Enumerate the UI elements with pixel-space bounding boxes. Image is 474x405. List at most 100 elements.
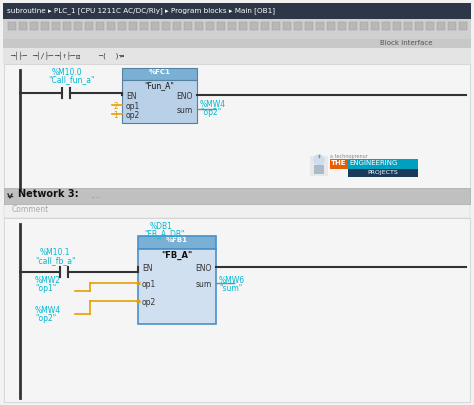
Text: a technoprenur: a technoprenur: [330, 154, 368, 159]
Text: "FB_A": "FB_A": [161, 251, 192, 260]
Text: ....: ....: [90, 191, 100, 200]
Bar: [404, 22, 412, 30]
Bar: [138, 249, 216, 324]
Bar: [63, 22, 71, 30]
Bar: [96, 22, 104, 30]
Bar: [4, 188, 470, 204]
Text: "op2": "op2": [35, 314, 56, 323]
Text: op1: op1: [142, 280, 156, 289]
Text: %M10.0: %M10.0: [52, 68, 82, 77]
Text: %M10.1: %M10.1: [40, 248, 71, 257]
Bar: [162, 22, 170, 30]
Bar: [41, 22, 49, 30]
Text: 1: 1: [113, 111, 118, 120]
Bar: [85, 22, 93, 30]
Bar: [437, 22, 445, 30]
Text: PROJECTS: PROJECTS: [368, 170, 398, 175]
Text: Network 3:: Network 3:: [18, 189, 79, 199]
Bar: [316, 22, 324, 30]
Bar: [305, 22, 313, 30]
Bar: [272, 22, 280, 30]
Text: %MW4: %MW4: [200, 100, 226, 109]
Bar: [348, 169, 418, 177]
Text: THE: THE: [331, 160, 346, 166]
Bar: [173, 22, 181, 30]
Bar: [393, 22, 401, 30]
Text: subroutine ▸ PLC_1 [CPU 1211C AC/DC/Rly] ▸ Program blocks ▸ Main [OB1]: subroutine ▸ PLC_1 [CPU 1211C AC/DC/Rly]…: [7, 8, 275, 14]
Bar: [459, 22, 467, 30]
Bar: [327, 22, 335, 30]
Text: "FB_A_DB": "FB_A_DB": [144, 229, 184, 238]
Text: ─┤├─: ─┤├─: [10, 52, 27, 60]
Text: "op2": "op2": [200, 108, 221, 117]
Bar: [4, 64, 470, 194]
Bar: [129, 22, 137, 30]
Text: %FC1: %FC1: [148, 69, 171, 75]
Bar: [184, 22, 192, 30]
Text: ENGINEERING: ENGINEERING: [349, 160, 397, 166]
Bar: [371, 22, 379, 30]
Bar: [415, 22, 423, 30]
Text: ─(  )─: ─( )─: [98, 53, 124, 59]
Bar: [206, 22, 214, 30]
Text: EN: EN: [126, 92, 137, 101]
Bar: [348, 159, 418, 169]
Bar: [19, 22, 27, 30]
Text: %MW6: %MW6: [219, 276, 245, 285]
Text: "op1": "op1": [35, 284, 56, 293]
Text: 2: 2: [113, 102, 118, 111]
Text: EN: EN: [142, 264, 153, 273]
Bar: [448, 22, 456, 30]
Bar: [107, 22, 115, 30]
Text: "Fun_A": "Fun_A": [145, 81, 174, 90]
Text: sum: sum: [177, 106, 193, 115]
Text: Block interface: Block interface: [380, 40, 432, 46]
Text: ENO: ENO: [196, 264, 212, 273]
Bar: [217, 22, 225, 30]
Bar: [338, 22, 346, 30]
Bar: [74, 22, 82, 30]
Text: ─┤/├─: ─┤/├─: [32, 52, 53, 60]
Text: ─┤↑├─: ─┤↑├─: [54, 52, 75, 60]
Bar: [360, 22, 368, 30]
Text: ENO: ENO: [177, 92, 193, 101]
Bar: [228, 22, 236, 30]
Text: "call_fb_a": "call_fb_a": [35, 256, 75, 265]
Bar: [3, 3, 471, 19]
Bar: [314, 165, 324, 174]
Bar: [3, 39, 471, 48]
Text: op2: op2: [126, 111, 140, 120]
Bar: [349, 22, 357, 30]
Text: "sum": "sum": [219, 284, 242, 293]
Text: ⊡: ⊡: [76, 53, 80, 59]
Text: "Call_fun_a": "Call_fun_a": [48, 75, 94, 84]
Text: %MW2: %MW2: [35, 276, 61, 285]
Text: sum: sum: [196, 280, 212, 289]
Bar: [261, 22, 269, 30]
Bar: [330, 159, 348, 169]
Bar: [250, 22, 258, 30]
Bar: [382, 22, 390, 30]
Circle shape: [314, 155, 324, 165]
Bar: [140, 22, 148, 30]
Bar: [294, 22, 302, 30]
Bar: [151, 22, 159, 30]
Bar: [30, 22, 38, 30]
Bar: [122, 80, 197, 123]
Text: %MW4: %MW4: [35, 306, 61, 315]
Bar: [239, 22, 247, 30]
Bar: [310, 156, 328, 176]
Text: op2: op2: [142, 298, 156, 307]
Text: %DB1: %DB1: [150, 222, 173, 231]
Bar: [52, 22, 60, 30]
Bar: [4, 218, 470, 402]
Bar: [8, 22, 16, 30]
Text: ↵: ↵: [120, 53, 124, 59]
Bar: [122, 68, 197, 80]
Bar: [195, 22, 203, 30]
Text: Comment: Comment: [12, 205, 49, 214]
Bar: [138, 236, 216, 249]
Text: op1: op1: [126, 102, 140, 111]
Bar: [3, 19, 471, 39]
Bar: [283, 22, 291, 30]
